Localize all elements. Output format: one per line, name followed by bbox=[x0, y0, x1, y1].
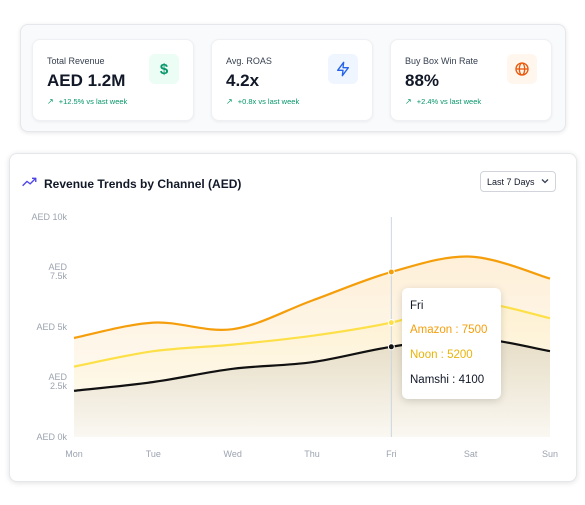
point-noon bbox=[387, 319, 395, 327]
arrow-up-right-icon: ↗ bbox=[47, 97, 54, 106]
x-tick-label: Wed bbox=[223, 449, 241, 459]
tooltip-day: Fri bbox=[410, 300, 424, 312]
chart-title: Revenue Trends by Channel (AED) bbox=[44, 177, 242, 191]
x-tick-label: Sun bbox=[542, 449, 558, 459]
point-namshi bbox=[387, 343, 395, 351]
chart-header: Revenue Trends by Channel (AED) bbox=[22, 175, 241, 193]
kpi-card-avg-roas[interactable]: Avg. ROAS 4.2x ↗ +0.8x vs last week bbox=[211, 39, 373, 121]
kpi-delta: ↗ +12.5% vs last week bbox=[47, 97, 127, 106]
kpi-delta: ↗ +0.8x vs last week bbox=[226, 97, 299, 106]
line-amazon bbox=[73, 255, 551, 340]
kpi-card-total-revenue[interactable]: Total Revenue AED 1.2M ↗ +12.5% vs last … bbox=[32, 39, 194, 121]
y-tick-label: AED 0k bbox=[36, 432, 67, 442]
kpi-value: 88% bbox=[405, 71, 440, 90]
x-tick-label: Tue bbox=[146, 449, 161, 459]
tooltip-row-noon: Noon : 5200 bbox=[410, 349, 473, 361]
chart-tooltip: Fri Amazon : 7500 Noon : 5200 Namshi : 4… bbox=[402, 288, 501, 399]
y-tick-label: AED 5k bbox=[36, 322, 67, 332]
tooltip-row-namshi: Namshi : 4100 bbox=[410, 374, 485, 386]
x-tick-label: Sat bbox=[464, 449, 478, 459]
x-tick-label: Mon bbox=[65, 449, 83, 459]
x-tick-label: Thu bbox=[304, 449, 320, 459]
dollar-icon: $ bbox=[149, 54, 179, 84]
arrow-up-right-icon: ↗ bbox=[226, 97, 233, 106]
kpi-label: Buy Box Win Rate bbox=[405, 56, 479, 66]
kpi-panel: Total Revenue AED 1.2M ↗ +12.5% vs last … bbox=[20, 24, 566, 132]
kpi-label: Total Revenue bbox=[47, 56, 105, 66]
globe-icon bbox=[507, 54, 537, 84]
kpi-delta-text: +2.4% vs last week bbox=[416, 97, 482, 106]
chevron-down-icon bbox=[540, 176, 550, 188]
tooltip-row-amazon: Amazon : 7500 bbox=[410, 324, 488, 336]
kpi-value: AED 1.2M bbox=[47, 71, 126, 90]
revenue-trends-card: AED 0k AED 2.5k AED 5k AED 7.5k AED 10k Mon Tue W… bbox=[9, 153, 577, 482]
kpi-label: Avg. ROAS bbox=[226, 56, 272, 66]
date-range-select[interactable]: Last 7 Days bbox=[480, 171, 556, 192]
y-tick-label: AED 10k bbox=[31, 212, 67, 222]
arrow-up-right-icon: ↗ bbox=[405, 97, 412, 106]
y-tick-label: AED 7.5k bbox=[48, 262, 67, 281]
point-amazon bbox=[387, 268, 395, 276]
kpi-delta: ↗ +2.4% vs last week bbox=[405, 97, 481, 106]
date-range-value: Last 7 Days bbox=[487, 176, 535, 187]
kpi-delta-text: +0.8x vs last week bbox=[237, 97, 300, 106]
kpi-delta-text: +12.5% vs last week bbox=[58, 97, 128, 106]
trending-up-icon bbox=[22, 175, 37, 193]
kpi-card-buy-box-win-rate[interactable]: Buy Box Win Rate 88% ↗ +2.4% vs last wee… bbox=[390, 39, 552, 121]
lightning-icon bbox=[328, 54, 358, 84]
x-tick-label: Fri bbox=[386, 449, 397, 459]
kpi-value: 4.2x bbox=[226, 71, 260, 90]
y-tick-label: AED 2.5k bbox=[48, 372, 67, 391]
